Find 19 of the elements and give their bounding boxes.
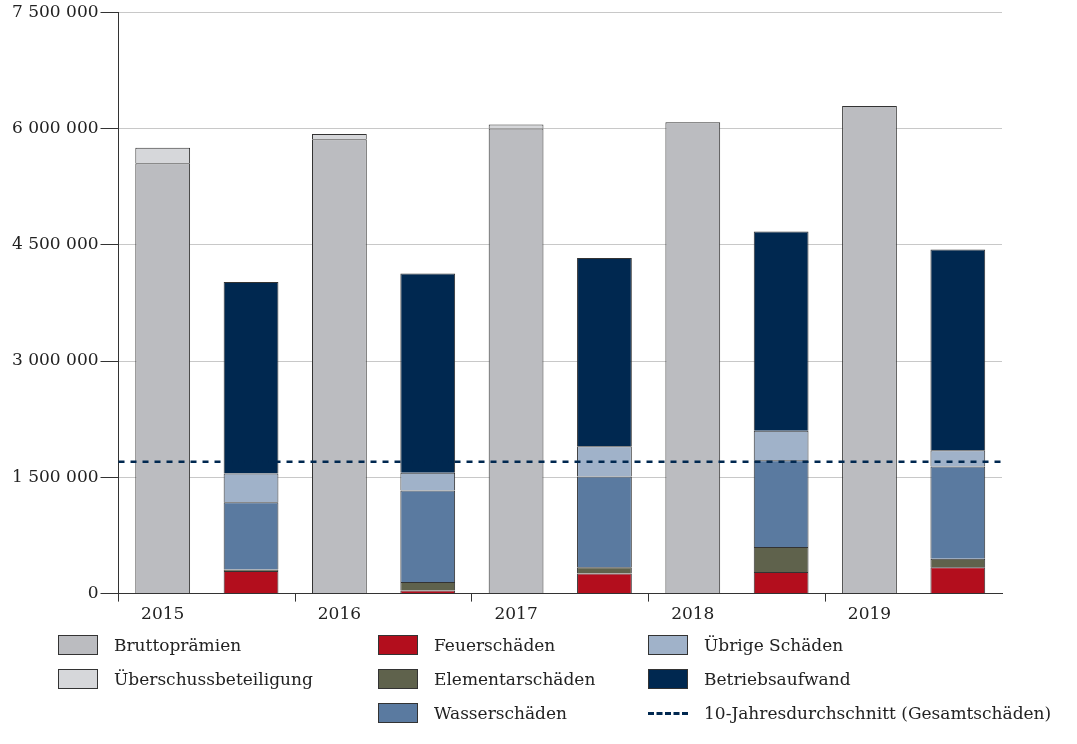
x-tick-label: 2017 <box>494 603 538 624</box>
legend-label: Überschussbeteiligung <box>114 669 313 689</box>
legend-label: 10-Jahresdurchschnitt (Gesamtschäden) <box>704 703 1052 723</box>
legend-label: Feuerschäden <box>434 635 556 655</box>
y-tick-label: 0 <box>87 582 99 603</box>
y-tick-label: 1 500 000 <box>11 465 99 486</box>
x-tick-label: 2019 <box>847 603 892 624</box>
x-tick-label: 2016 <box>317 603 362 624</box>
y-tick-label: 7 500 000 <box>11 0 99 21</box>
legend-label: Wasserschäden <box>434 703 567 723</box>
x-tick-label: 2015 <box>141 603 185 624</box>
y-tick-label: 4 500 000 <box>11 233 99 254</box>
legend-label: Elementarschäden <box>434 669 596 689</box>
y-tick-label: 6 000 000 <box>11 116 99 137</box>
legend-label: Übrige Schäden <box>704 635 844 655</box>
y-tick-label: 3 000 000 <box>11 349 99 370</box>
legend-label: Betriebsaufwand <box>704 669 851 689</box>
legend-label: Bruttoprämien <box>114 635 242 655</box>
x-tick-label: 2018 <box>671 603 715 624</box>
